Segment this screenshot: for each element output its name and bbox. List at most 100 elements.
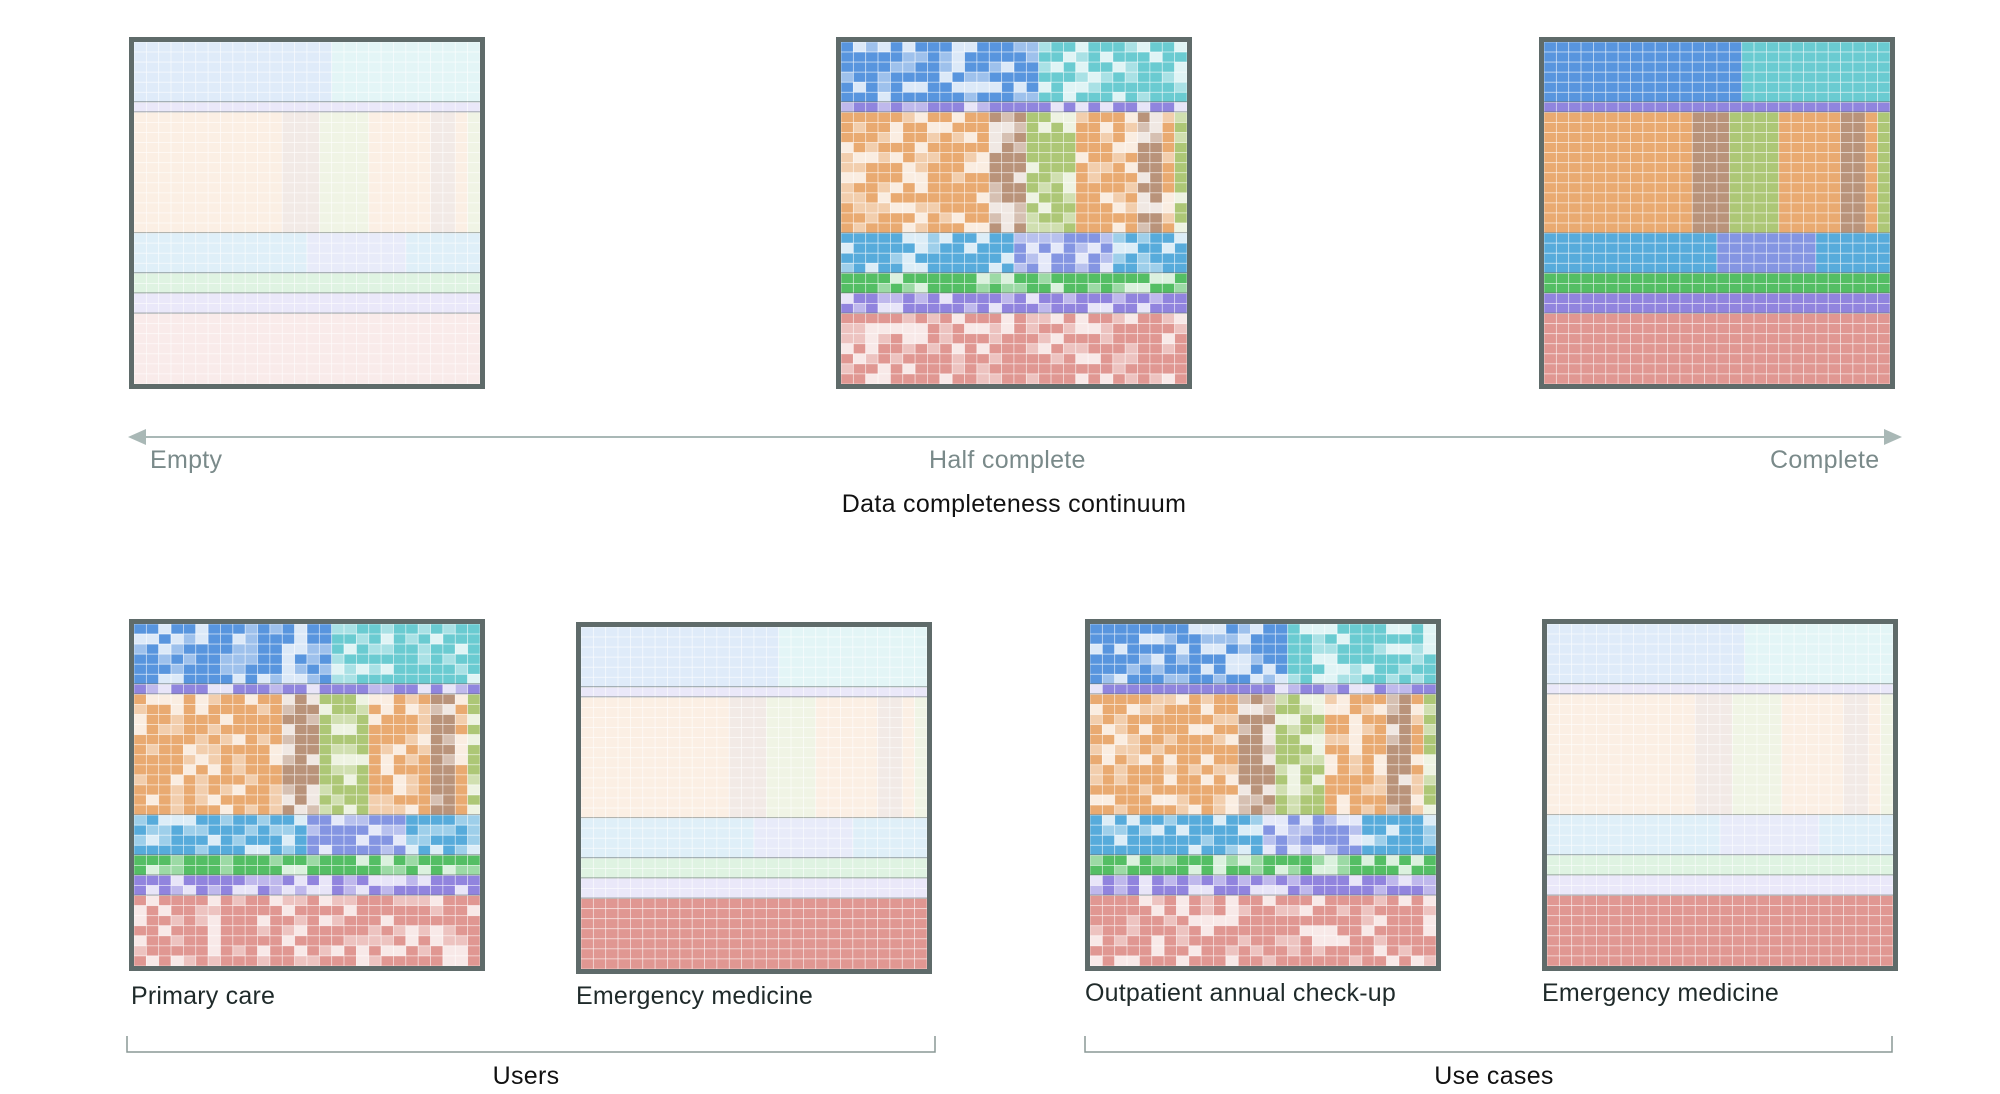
grid-cell bbox=[889, 787, 903, 799]
grid-primary-care-svg bbox=[129, 619, 485, 971]
grid-cell bbox=[170, 885, 184, 896]
grid-cell bbox=[417, 945, 431, 957]
grid-complete-svg bbox=[1539, 37, 1895, 389]
grid-cell bbox=[630, 727, 644, 739]
grid-cell bbox=[281, 814, 296, 826]
grid-cell bbox=[840, 898, 854, 910]
grid-cell bbox=[294, 754, 308, 766]
grid-cell bbox=[741, 938, 755, 950]
grid-cell bbox=[741, 666, 755, 678]
grid-cell bbox=[405, 945, 419, 957]
grid-cell bbox=[195, 804, 209, 816]
grid-cell bbox=[454, 754, 469, 766]
grid-cell bbox=[195, 814, 209, 826]
grid-cell bbox=[269, 955, 283, 967]
grid-cell bbox=[630, 747, 644, 759]
grid-cell bbox=[133, 704, 147, 715]
grid-cell bbox=[368, 915, 382, 927]
grid-cell bbox=[1114, 673, 1128, 685]
grid-cell bbox=[393, 673, 407, 685]
grid-cell bbox=[294, 865, 308, 876]
grid-cell bbox=[741, 646, 755, 658]
grid-cell bbox=[679, 636, 693, 648]
grid-cell bbox=[318, 955, 333, 967]
grid-cell bbox=[679, 938, 693, 950]
grid-cell bbox=[158, 623, 172, 635]
grid-cell bbox=[617, 676, 631, 688]
grid-cell bbox=[294, 714, 308, 725]
grid-cell bbox=[642, 898, 656, 910]
grid-cell bbox=[716, 878, 730, 889]
grid-cell bbox=[827, 898, 841, 910]
grid-cell bbox=[592, 817, 607, 829]
grid-cell bbox=[331, 744, 345, 756]
grid-cell bbox=[901, 898, 916, 910]
grid-cell bbox=[864, 697, 878, 708]
grid-cell bbox=[467, 955, 481, 967]
grid-cell bbox=[815, 928, 829, 940]
continuum-title: Data completeness continuum bbox=[841, 490, 1187, 518]
grid-cell bbox=[442, 905, 456, 917]
grid-cell bbox=[803, 958, 817, 970]
grid-cell bbox=[405, 935, 419, 947]
grid-cell bbox=[183, 895, 197, 907]
grid-frame bbox=[1539, 37, 1895, 389]
grid-cell bbox=[765, 928, 780, 940]
grid-cell bbox=[430, 945, 444, 957]
grid-cell bbox=[704, 857, 718, 869]
grid-cell bbox=[691, 686, 705, 698]
grid-cell bbox=[728, 857, 743, 869]
grid-cell bbox=[580, 948, 594, 960]
grid-cell bbox=[343, 663, 357, 675]
grid-cell bbox=[467, 814, 481, 826]
grid-cell bbox=[580, 878, 594, 889]
grid-cell bbox=[306, 875, 320, 886]
grid-cell bbox=[642, 948, 656, 960]
grid-cell bbox=[1274, 653, 1289, 665]
grid-cell bbox=[617, 717, 631, 728]
grid-cell bbox=[170, 623, 184, 635]
grid-cell bbox=[380, 905, 394, 917]
grid-cell bbox=[331, 935, 345, 947]
grid-cell bbox=[1423, 663, 1437, 675]
grid-cell bbox=[368, 814, 382, 826]
grid-cell bbox=[158, 754, 172, 766]
grid-cell bbox=[778, 636, 792, 648]
grid-cell bbox=[158, 683, 172, 695]
grid-cell bbox=[380, 734, 394, 746]
grid-cell bbox=[195, 925, 209, 937]
grid-cell bbox=[405, 915, 419, 927]
grid-cell bbox=[827, 646, 841, 658]
grid-cell bbox=[716, 868, 730, 879]
grid-cell bbox=[679, 898, 693, 910]
grid-cell bbox=[741, 908, 755, 920]
grid-cell bbox=[417, 875, 431, 886]
grid-cell bbox=[405, 734, 419, 746]
grid-cell bbox=[232, 865, 246, 876]
grid-cell bbox=[803, 626, 817, 638]
grid-cell bbox=[654, 898, 668, 910]
grid-cell bbox=[654, 847, 668, 859]
grid-cell bbox=[889, 757, 903, 769]
grid-cell bbox=[1139, 673, 1153, 685]
grid-cell bbox=[741, 656, 755, 668]
grid-cell bbox=[691, 878, 705, 889]
grid-cell bbox=[753, 857, 767, 869]
grid-cell bbox=[244, 794, 258, 806]
grid-cell bbox=[667, 686, 681, 698]
grid-cell bbox=[617, 697, 631, 708]
grid-cell bbox=[1151, 683, 1165, 695]
grid-cell bbox=[877, 837, 891, 849]
grid-cell bbox=[170, 663, 184, 675]
grid-cell bbox=[195, 643, 209, 655]
grid-cell bbox=[318, 794, 333, 806]
grid-cell bbox=[889, 686, 903, 698]
grid-cell bbox=[605, 737, 619, 749]
grid-cell bbox=[790, 958, 804, 970]
grid-cell bbox=[430, 834, 444, 846]
grid-cell bbox=[133, 724, 147, 736]
grid-cell bbox=[728, 958, 743, 970]
grid-cell bbox=[827, 717, 841, 728]
grid-cell bbox=[281, 714, 296, 725]
grid-cell bbox=[207, 905, 221, 917]
